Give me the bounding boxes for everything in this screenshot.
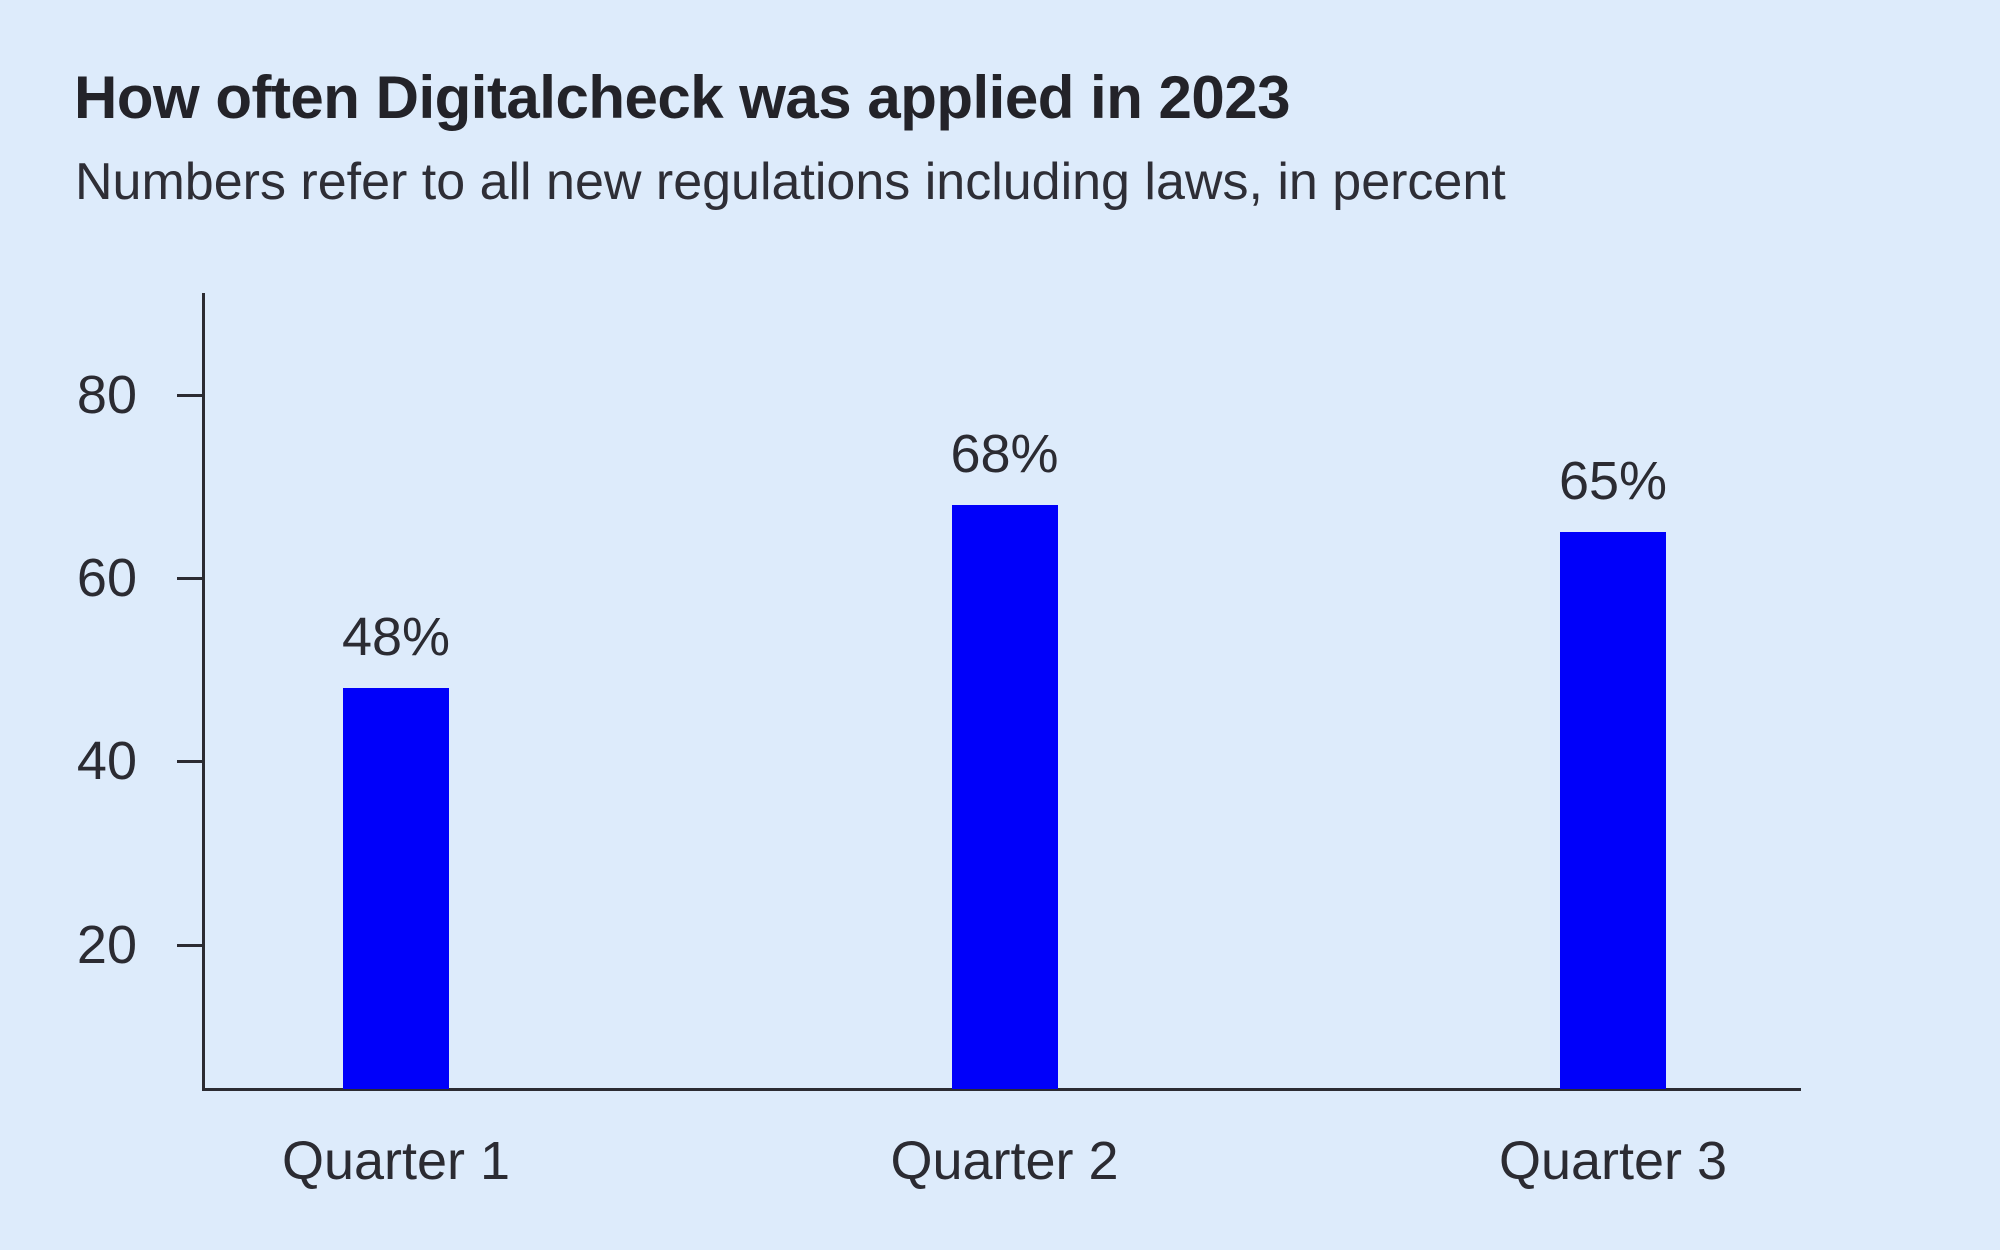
bar-quarter-3 xyxy=(1560,532,1666,1089)
y-axis-tick-label: 80 xyxy=(76,364,137,425)
y-axis-tick xyxy=(177,943,203,947)
y-axis-tick-label: 40 xyxy=(76,731,137,792)
y-axis-tick xyxy=(177,760,203,764)
chart-title: How often Digitalcheck was applied in 20… xyxy=(74,64,1291,131)
chart-subtitle: Numbers refer to all new regulations inc… xyxy=(75,153,1506,211)
bar-value-label: 65% xyxy=(1558,451,1668,512)
x-axis-line xyxy=(203,1088,1801,1091)
bar-value-label: 68% xyxy=(950,423,1059,484)
bar-value-label: 48% xyxy=(341,607,451,668)
y-axis-tick-label: 60 xyxy=(76,548,137,609)
bar-quarter-2 xyxy=(951,504,1058,1089)
x-axis-category-label: Quarter 2 xyxy=(890,1131,1119,1191)
y-axis-tick-label: 20 xyxy=(76,914,137,975)
y-axis-line xyxy=(202,293,205,1091)
y-axis-tick xyxy=(177,577,203,581)
x-axis-category-label: Quarter 3 xyxy=(1498,1131,1728,1191)
y-axis-tick xyxy=(177,393,203,397)
bar-quarter-1 xyxy=(343,688,449,1089)
x-axis-category-label: Quarter 1 xyxy=(281,1131,511,1191)
